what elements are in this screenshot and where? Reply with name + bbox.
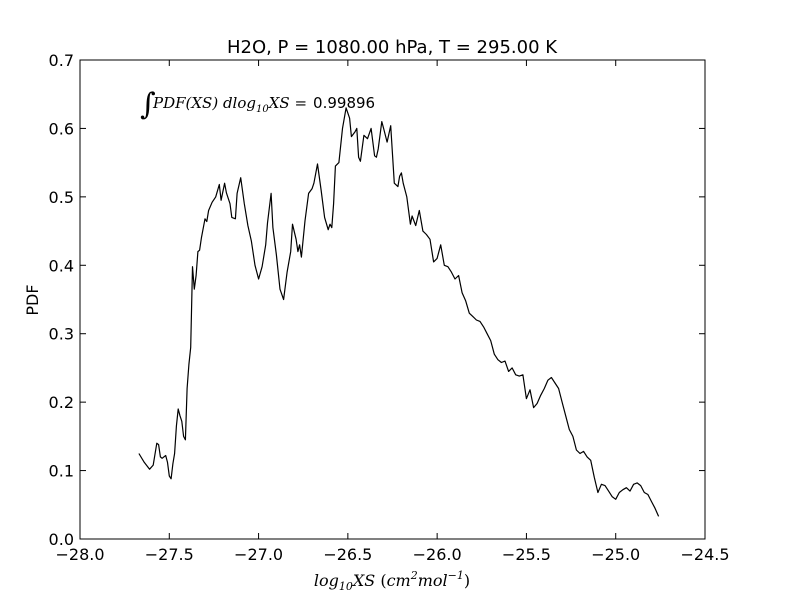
x-label-var: XS <box>351 571 375 590</box>
axis-ticks <box>79 59 706 540</box>
x-tick-label: −27.0 <box>234 545 283 564</box>
y-tick-label: 0.2 <box>49 393 74 412</box>
pdf-series-line <box>138 107 660 517</box>
y-tick-label: 0.0 <box>49 530 74 549</box>
y-tick-label: 0.3 <box>49 325 74 344</box>
x-label-unit-close: ) <box>464 571 470 590</box>
y-tick-labels: 0.0 0.1 0.2 0.3 0.4 0.5 0.6 0.7 <box>49 51 74 549</box>
chart-title: H2O, P = 1080.00 hPa, T = 295.00 K <box>227 37 558 58</box>
y-tick-label: 0.4 <box>49 256 74 275</box>
integrand-eq: = <box>290 94 307 112</box>
integral-sign: ∫ <box>140 87 156 122</box>
y-tick-label: 0.5 <box>49 188 74 207</box>
x-label-unit-mol-exp: −1 <box>448 569 464 582</box>
plot-frame <box>79 59 706 540</box>
integral-value: 0.99896 <box>313 94 375 112</box>
x-label-sub: 10 <box>339 580 353 593</box>
y-tick-label: 0.6 <box>49 119 74 138</box>
x-label-unit-open: ( <box>375 571 386 590</box>
y-axis-label: PDF <box>23 284 42 315</box>
x-tick-labels: −28.0 −27.5 −27.0 −26.5 −26.0 −25.5 −25.0 −24.5 <box>55 545 729 564</box>
integrand-var: XS <box>268 94 290 112</box>
y-tick-label: 0.7 <box>49 51 74 70</box>
x-tick-label: −24.5 <box>680 545 729 564</box>
x-tick-label: −26.5 <box>323 545 372 564</box>
x-tick-label: −26.0 <box>413 545 462 564</box>
integral-expression: PDF(XS) dlog10XS = 0.99896 <box>152 94 375 115</box>
x-tick-label: −25.0 <box>591 545 640 564</box>
integral-annotation: ∫ PDF(XS) dlog10XS = 0.99896 <box>140 87 375 122</box>
x-axis-label: log10XS (cm2mol−1) <box>314 569 470 593</box>
x-label-unit-mol: mol <box>418 571 448 590</box>
x-tick-label: −28.0 <box>55 545 104 564</box>
x-tick-label: −25.5 <box>502 545 551 564</box>
x-label-base: log <box>314 571 339 590</box>
x-label-unit-cm-exp: 2 <box>410 569 418 582</box>
y-tick-label: 0.1 <box>49 462 74 481</box>
integrand-sub: 10 <box>256 104 269 115</box>
x-tick-label: −27.5 <box>145 545 194 564</box>
x-label-unit-cm: cm <box>387 571 411 590</box>
integrand-text: PDF(XS) dlog <box>152 94 256 112</box>
